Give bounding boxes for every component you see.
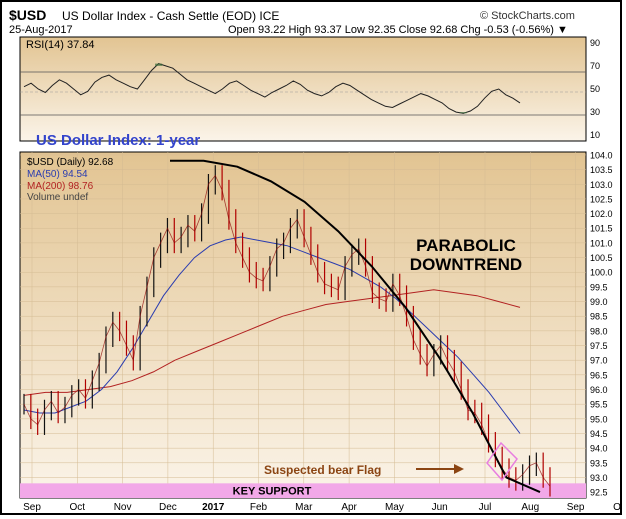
y-tick-label: 96.0	[590, 385, 608, 395]
rsi-oversold-fill	[459, 112, 467, 114]
legend-price: $USD (Daily) 92.68	[27, 157, 114, 168]
x-tick-label: Mar	[295, 502, 313, 513]
y-tick-label: 102.0	[590, 209, 613, 219]
y-tick-label: 97.5	[590, 341, 608, 351]
y-tick-label: 100.5	[590, 253, 613, 263]
y-tick-label: 94.0	[590, 444, 608, 454]
symbol-label: $USD	[9, 7, 47, 23]
ma200-line	[23, 289, 521, 396]
legend-volume: Volume undef	[27, 192, 88, 203]
rsi-label: RSI(14) 37.84	[26, 39, 94, 51]
x-tick-label: May	[385, 502, 404, 513]
rsi-level-label: 50	[590, 84, 600, 94]
ma200-line-group	[23, 289, 521, 396]
rsi-level-labels: 90 70 50 30 10	[590, 38, 600, 140]
x-tick-label: Nov	[114, 502, 132, 513]
y-tick-label: 99.0	[590, 297, 608, 307]
y-tick-label: 97.0	[590, 356, 608, 366]
y-tick-label: 101.0	[590, 238, 613, 248]
brand-label: © StockCharts.com	[480, 10, 575, 22]
rsi-level-label: 70	[590, 61, 600, 71]
ma50-line-group	[23, 236, 521, 434]
x-tick-label: 2017	[202, 502, 225, 513]
ohlc-readout: Open 93.22 High 93.37 Low 92.35 Close 92…	[228, 24, 568, 36]
parabolic-curve	[170, 159, 541, 494]
y-tick-label: 93.5	[590, 458, 608, 468]
key-support-band	[20, 483, 586, 498]
ma50-line	[23, 236, 521, 434]
rsi-level-label: 90	[590, 38, 600, 48]
chart-title: US Dollar Index: 1-year	[36, 132, 200, 149]
legend-ma50: MA(50) 94.54	[27, 169, 88, 180]
date-label: 25-Aug-2017	[9, 24, 73, 36]
y-tick-label: 98.0	[590, 326, 608, 336]
y-tick-label: 92.5	[590, 488, 608, 498]
parabolic-label-line1: PARABOLIC	[416, 236, 516, 255]
rsi-overbought-oversold-fills	[155, 63, 467, 114]
x-tick-label: Jun	[432, 502, 448, 513]
price-y-axis-labels: 92.5 93.0 93.5 94.0 94.5 95.0 95.5 96.0 96.5 97.0…	[590, 150, 613, 497]
rsi-level-label: 30	[590, 107, 600, 117]
y-tick-label: 93.0	[590, 473, 608, 483]
y-tick-label: 103.0	[590, 180, 613, 190]
price-bars	[23, 165, 551, 497]
price-panel-background	[19, 151, 587, 499]
y-tick-label: 100.0	[590, 268, 613, 278]
y-tick-label: 101.5	[590, 224, 613, 234]
y-tick-label: 103.5	[590, 165, 613, 175]
parabolic-label-line2: DOWNTREND	[410, 255, 522, 274]
bear-flag-arrowhead	[454, 464, 464, 474]
y-tick-label: 95.5	[590, 400, 608, 410]
y-tick-label: 95.0	[590, 414, 608, 424]
x-axis-labels: Sep Oct Nov Dec 2017 Feb Mar Apr May Jun Jul Aug Sep…	[23, 502, 620, 513]
x-tick-label: Oct	[70, 502, 86, 513]
x-tick-label: Jul	[479, 502, 492, 513]
legend-ma200: MA(200) 98.76	[27, 181, 94, 192]
x-tick-label: Aug	[521, 502, 539, 513]
price-line	[23, 174, 551, 487]
rsi-line	[23, 63, 521, 114]
bear-flag-shape	[486, 441, 518, 482]
x-tick-label: Feb	[250, 502, 268, 513]
x-tick-label: Sep	[23, 502, 41, 513]
rsi-level-label: 10	[590, 130, 600, 140]
x-tick-label: Oct	[613, 502, 620, 513]
y-tick-label: 98.5	[590, 312, 608, 322]
x-tick-label: Dec	[159, 502, 177, 513]
y-tick-label: 94.5	[590, 429, 608, 439]
chart-svg: 90 70 50 30 10 RSI(14) 37.84 KEY SUPPORT Sus…	[19, 36, 620, 513]
rsi-panel-background	[19, 36, 587, 142]
y-tick-label: 96.5	[590, 370, 608, 380]
x-tick-label: Sep	[567, 502, 585, 513]
y-tick-label: 99.5	[590, 282, 608, 292]
bear-flag-label: Suspected bear Flag	[264, 463, 381, 477]
y-tick-label: 104.0	[590, 150, 613, 160]
x-tick-label: Apr	[341, 502, 357, 513]
y-tick-label: 102.5	[590, 194, 613, 204]
key-support-label: KEY SUPPORT	[233, 486, 312, 498]
description-label: US Dollar Index - Cash Settle (EOD) ICE	[62, 9, 280, 23]
rsi-overbought-fill	[155, 63, 163, 66]
parabolic-curve-group	[170, 159, 541, 494]
